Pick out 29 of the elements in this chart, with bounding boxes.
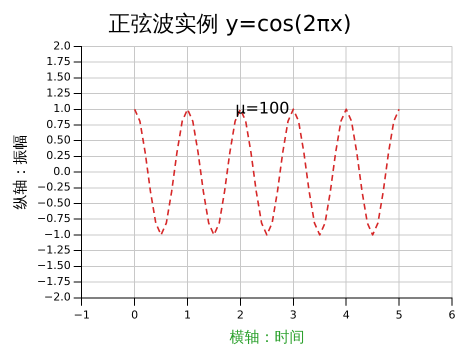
- x-tick-label: −1: [74, 308, 90, 322]
- y-tick-label: −0.75: [36, 212, 71, 226]
- x-tick-label: 3: [290, 308, 297, 322]
- y-tick-label: −0.25: [36, 180, 71, 194]
- y-tick-label: 1.0: [53, 102, 71, 116]
- y-tick-label: −1.75: [36, 274, 71, 288]
- x-tick-label: 0: [131, 308, 138, 322]
- annotation: μ=100: [235, 98, 290, 118]
- y-tick-label: 2.0: [53, 39, 71, 52]
- x-tick-label: 6: [448, 308, 456, 322]
- y-tick-label: −1.25: [36, 244, 71, 257]
- y-tick-label: −2.0: [44, 290, 71, 304]
- chart-title: 正弦波实例 y=cos(2πx): [108, 12, 352, 37]
- y-tick-label: 0.75: [46, 118, 71, 131]
- y-axis-title: 纵轴：振幅: [10, 134, 29, 210]
- y-tick-label: 0.0: [53, 164, 71, 178]
- x-axis-title: 横轴：时间: [229, 328, 304, 346]
- y-tick-label: 1.25: [46, 86, 71, 100]
- x-tick-label: 5: [396, 308, 403, 322]
- y-tick-label: −0.50: [36, 196, 71, 210]
- y-tick-label: 1.50: [46, 70, 71, 84]
- y-tick-label: 0.50: [46, 134, 71, 147]
- y-tick-label: 1.75: [46, 54, 71, 68]
- x-tick-label: 2: [236, 308, 244, 322]
- x-tick-label: 1: [184, 308, 192, 322]
- y-tick-label: 0.25: [46, 149, 71, 162]
- y-tick-label: −1.0: [44, 228, 71, 241]
- x-tick-label: 4: [342, 308, 350, 322]
- y-tick-label: −1.50: [36, 259, 71, 272]
